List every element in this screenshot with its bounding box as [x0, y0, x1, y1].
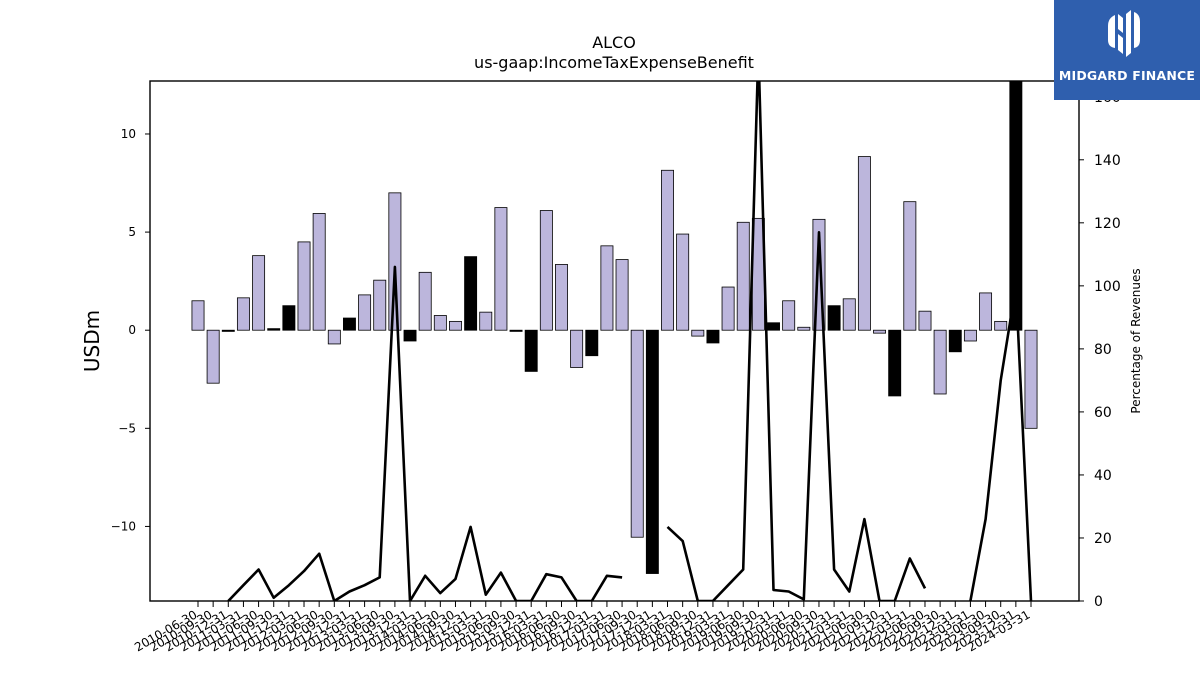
bar	[1024, 329, 1038, 429]
bar	[979, 292, 993, 331]
bar	[433, 315, 447, 331]
bar	[221, 329, 235, 332]
bar	[206, 329, 220, 384]
bar	[797, 326, 811, 331]
plot-frame	[149, 80, 1080, 602]
y2-tick-label: 140	[1094, 153, 1121, 169]
chart-subtitle: us-gaap:IncomeTaxExpenseBenefit	[474, 53, 754, 72]
pct-line-series	[227, 81, 1033, 601]
bar	[236, 297, 250, 331]
y2-axis-ticks: 020406080100120140160	[1079, 90, 1121, 610]
bar-series	[191, 80, 1038, 574]
midgard-finance-logo: MIDGARD FINANCE	[1054, 0, 1200, 100]
bar	[857, 156, 871, 331]
y2-tick-label: 20	[1094, 531, 1112, 547]
bar	[933, 329, 947, 395]
bar	[539, 210, 553, 331]
bar	[252, 255, 266, 331]
bar	[282, 305, 296, 331]
bar	[449, 320, 462, 331]
bar	[479, 311, 493, 331]
bar	[645, 329, 659, 574]
bar	[342, 317, 356, 331]
y2-tick-label: 40	[1094, 468, 1112, 484]
bar	[570, 329, 584, 368]
bar	[691, 329, 705, 337]
bar	[842, 298, 856, 331]
bar	[585, 329, 599, 357]
bar	[736, 221, 750, 331]
y2-axis-label: Percentage of Revenues	[1129, 268, 1143, 413]
bar	[555, 264, 568, 331]
bar	[706, 329, 720, 344]
y-tick-label: −10	[111, 519, 136, 533]
bar	[524, 329, 538, 372]
bar	[418, 271, 432, 331]
bar	[615, 259, 629, 331]
bar	[388, 192, 402, 331]
bar	[509, 329, 523, 332]
bar	[873, 329, 887, 334]
bar	[827, 305, 841, 331]
midgard-logo-icon	[1108, 10, 1140, 57]
y-tick-label: 10	[121, 127, 136, 141]
y2-tick-label: 120	[1094, 216, 1121, 232]
bar	[494, 207, 508, 331]
pct-line	[227, 81, 1033, 601]
x-axis-ticks: 2010-06-302010-09-302010-12-312011-03-31…	[132, 601, 1033, 654]
bar	[297, 241, 311, 331]
y-axis-ticks: −10 −5 0 5 10	[111, 127, 150, 533]
bar	[312, 213, 326, 331]
bar	[191, 300, 205, 331]
bar	[267, 328, 281, 331]
bar	[888, 329, 902, 397]
bar	[767, 322, 780, 331]
bar	[661, 169, 674, 331]
y2-tick-label: 100	[1094, 279, 1121, 295]
bar	[600, 245, 614, 331]
bar	[918, 310, 932, 331]
bar	[464, 256, 478, 331]
y2-tick-label: 0	[1094, 594, 1103, 610]
bar	[403, 329, 417, 342]
y-tick-label: 5	[128, 225, 136, 239]
bar	[994, 320, 1008, 331]
y2-tick-label: 60	[1094, 405, 1112, 421]
y2-tick-label: 80	[1094, 342, 1112, 358]
y-tick-label: 0	[128, 323, 136, 337]
bar	[373, 279, 387, 331]
bar	[903, 201, 917, 331]
bar	[327, 329, 341, 345]
y-axis-label: USDm	[80, 310, 104, 372]
bar	[782, 300, 796, 331]
bar	[721, 286, 735, 331]
bar	[630, 329, 644, 538]
bar	[948, 329, 962, 353]
logo-text: MIDGARD FINANCE	[1058, 68, 1196, 83]
chart-title: ALCO	[592, 33, 636, 52]
bar	[676, 233, 690, 331]
bar	[358, 294, 372, 331]
y-tick-label: −5	[118, 421, 136, 435]
bar	[963, 329, 977, 342]
